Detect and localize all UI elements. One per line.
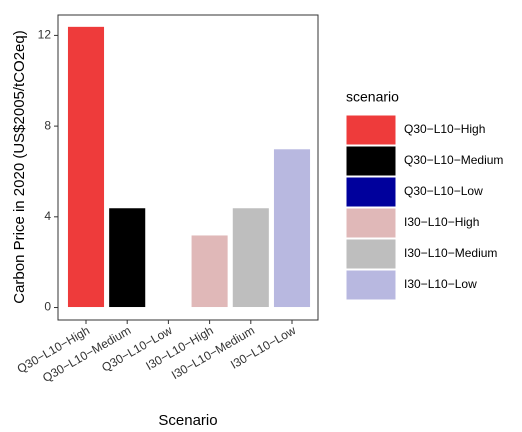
panel-border bbox=[57, 14, 319, 321]
bar bbox=[272, 148, 312, 309]
y-tick-label: 12 bbox=[38, 28, 52, 42]
legend-key bbox=[345, 269, 397, 301]
y-tick-label: 4 bbox=[44, 209, 51, 223]
legend-key bbox=[345, 207, 397, 239]
legend-label: I30−L10−Medium bbox=[404, 246, 497, 260]
legend-key bbox=[345, 176, 397, 208]
legend-label: I30−L10−High bbox=[404, 215, 479, 229]
legend-label: Q30−L10−Medium bbox=[404, 153, 503, 167]
legend-label: Q30−L10−High bbox=[404, 122, 485, 136]
legend-key bbox=[345, 114, 397, 146]
legend-key bbox=[345, 238, 397, 270]
legend-key bbox=[345, 145, 397, 177]
y-axis-title: Carbon Price in 2020 (US$2005/tCO2eq) bbox=[11, 30, 28, 304]
bar bbox=[231, 207, 270, 309]
x-axis-title: Scenario bbox=[158, 412, 217, 429]
bar bbox=[190, 234, 229, 309]
bar bbox=[108, 207, 147, 309]
bar bbox=[66, 25, 106, 309]
legend-label: I30−L10−Low bbox=[404, 277, 477, 291]
legend-label: Q30−L10−Low bbox=[404, 184, 483, 198]
legend-title: scenario bbox=[346, 89, 399, 105]
y-tick-label: 8 bbox=[44, 118, 51, 132]
y-tick-label: 0 bbox=[44, 300, 51, 314]
